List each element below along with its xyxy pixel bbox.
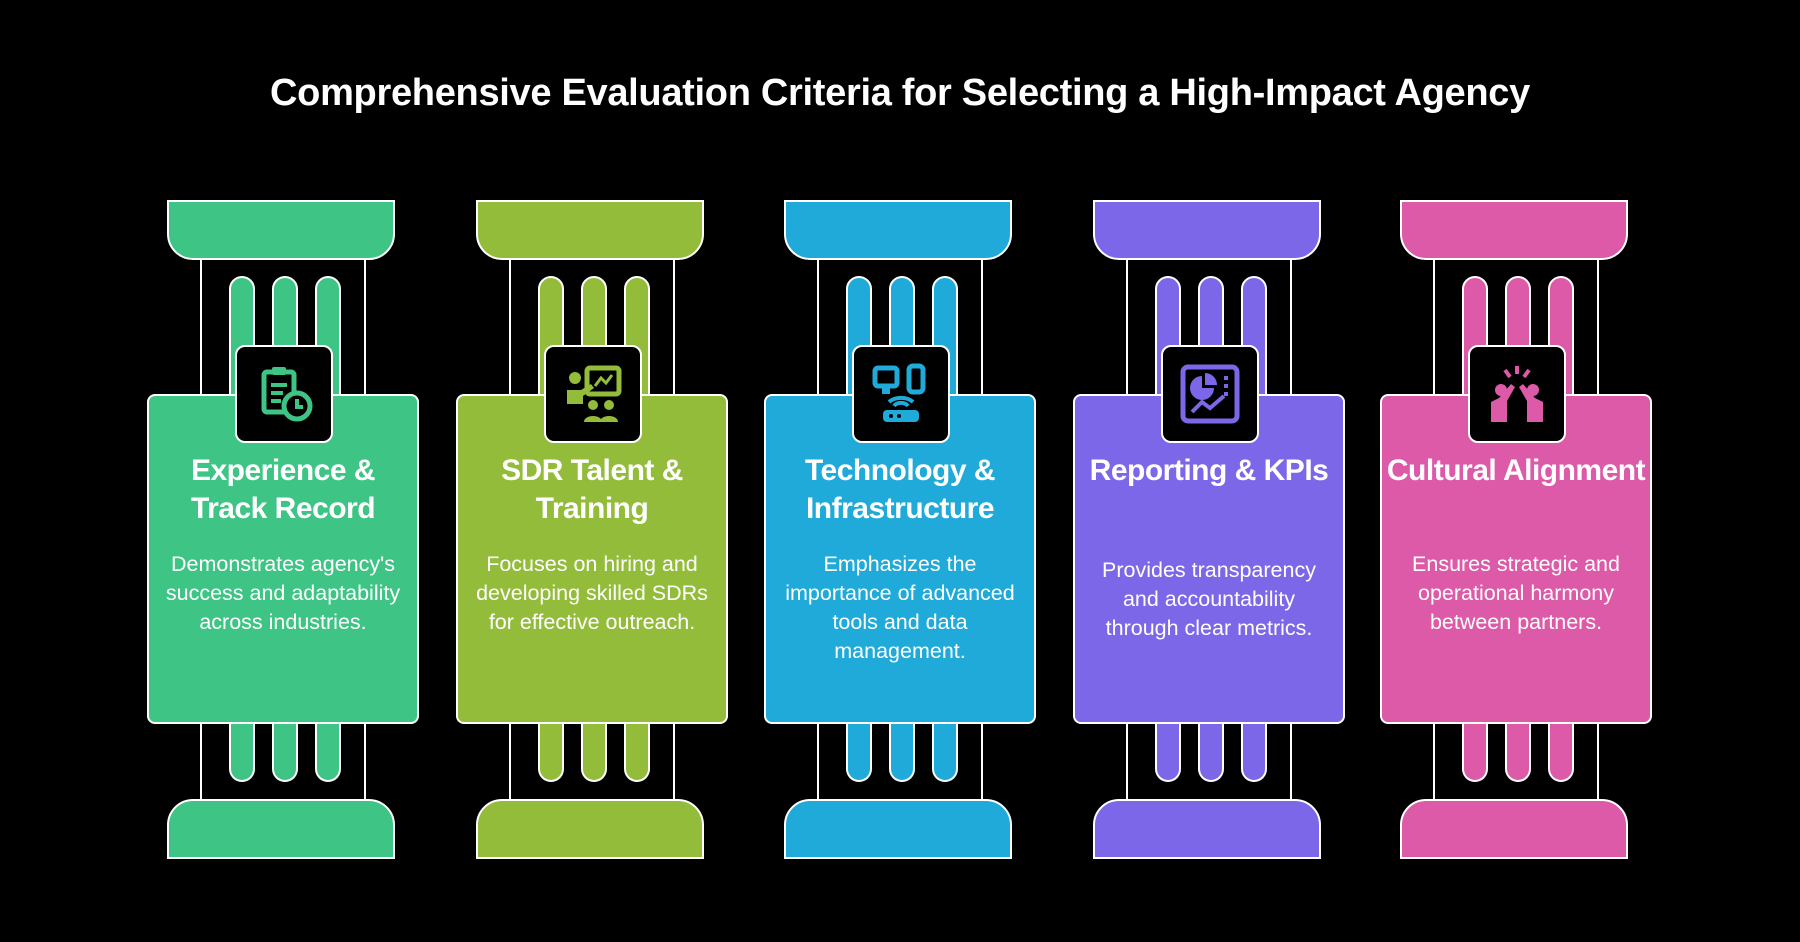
column-capital — [476, 200, 704, 260]
pillar-title: Experience & Track Record — [190, 454, 376, 525]
pillar-title: Reporting & KPIs — [1089, 454, 1329, 487]
clipboard-clock-icon — [261, 367, 313, 422]
column-flute — [1155, 717, 1181, 782]
pillar: Reporting & KPIs Provides transparency a… — [1073, 0, 1345, 942]
column-shaft-bottom — [509, 717, 675, 801]
column-shaft-bottom — [1433, 717, 1599, 801]
pillar: SDR Talent & Training Focuses on hiring … — [456, 0, 728, 942]
pillar-description: Provides transparency and accountability… — [1102, 558, 1316, 640]
column-flute — [624, 717, 650, 782]
column-shaft-bottom — [200, 717, 366, 801]
pillar: Cultural Alignment Ensures strategic and… — [1380, 0, 1652, 942]
column-flute — [272, 717, 298, 782]
column-capital — [784, 200, 1012, 260]
pillar-card — [456, 394, 728, 724]
pillar-card — [1380, 394, 1652, 724]
high-five-icon — [1491, 366, 1543, 422]
icon-container — [1468, 345, 1566, 443]
column-base — [167, 799, 395, 859]
column-flute — [315, 717, 341, 782]
column-capital — [167, 200, 395, 260]
column-flute — [538, 717, 564, 782]
pillar-description: Focuses on hiring and developing skilled… — [476, 552, 708, 634]
column-base — [784, 799, 1012, 859]
icon-container — [235, 345, 333, 443]
pillar: Technology & Infrastructure Emphasizes t… — [764, 0, 1036, 942]
column-flute — [1462, 717, 1488, 782]
pillar-title: SDR Talent & Training — [501, 454, 683, 525]
pillar-title: Technology & Infrastructure — [804, 454, 996, 525]
column-capital — [1093, 200, 1321, 260]
icon-container — [544, 345, 642, 443]
column-flute — [1505, 717, 1531, 782]
pillar-card — [764, 394, 1036, 724]
column-flute — [1241, 717, 1267, 782]
pillar: Experience & Track Record Demonstrates a… — [147, 0, 419, 942]
icon-container — [1161, 345, 1259, 443]
column-base — [1400, 799, 1628, 859]
pillar-description: Demonstrates agency's success and adapta… — [165, 552, 401, 634]
column-flute — [846, 717, 872, 782]
column-shaft-bottom — [1126, 717, 1292, 801]
pillar-description: Emphasizes the importance of advanced to… — [785, 552, 1015, 663]
column-flute — [932, 717, 958, 782]
pillar-description: Ensures strategic and operational harmon… — [1412, 552, 1620, 634]
diagram-title: Comprehensive Evaluation Criteria for Se… — [270, 72, 1530, 114]
column-base — [476, 799, 704, 859]
presentation-team-icon — [567, 365, 622, 422]
pillar-title: Cultural Alignment — [1386, 454, 1646, 487]
column-flute — [229, 717, 255, 782]
devices-router-icon — [872, 363, 926, 422]
column-flute — [1548, 717, 1574, 782]
column-shaft-bottom — [817, 717, 983, 801]
icon-container — [852, 345, 950, 443]
column-base — [1093, 799, 1321, 859]
dashboard-chart-icon — [1180, 364, 1240, 424]
column-capital — [1400, 200, 1628, 260]
pillar-card — [147, 394, 419, 724]
column-flute — [889, 717, 915, 782]
column-flute — [1198, 717, 1224, 782]
column-flute — [581, 717, 607, 782]
